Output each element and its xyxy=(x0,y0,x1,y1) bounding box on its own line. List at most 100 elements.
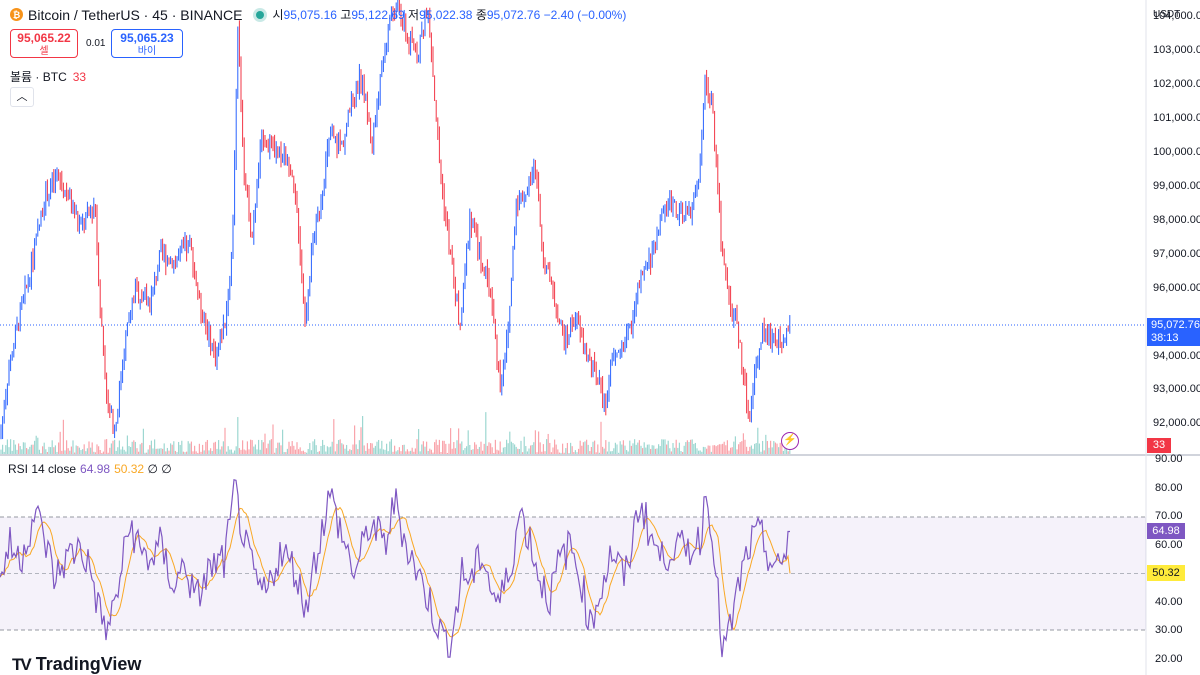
volume-bar xyxy=(491,447,493,455)
volume-bar xyxy=(709,445,711,455)
volume-bar xyxy=(530,445,532,455)
volume-bar xyxy=(155,448,157,455)
volume-bar xyxy=(485,412,487,455)
volume-bar xyxy=(10,439,12,455)
volume-bar xyxy=(475,444,477,455)
volume-bar xyxy=(142,428,144,455)
volume-bar xyxy=(19,446,21,455)
volume-bar xyxy=(518,449,520,455)
volume-bar xyxy=(392,451,394,455)
volume-bar xyxy=(229,449,231,455)
volume-bar xyxy=(221,446,223,455)
volume-bar xyxy=(320,446,322,455)
volume-bar xyxy=(139,444,141,455)
volume-bar xyxy=(30,444,32,455)
volume-bar xyxy=(187,441,189,455)
volume-bar xyxy=(682,452,684,455)
volume-bar xyxy=(75,445,77,455)
volume-bar xyxy=(365,450,367,455)
volume-bar xyxy=(154,439,156,455)
volume-bar xyxy=(733,441,735,455)
volume-bar xyxy=(422,441,424,455)
symbol-header[interactable]: ₿ Bitcoin / TetherUS · 45 · BINANCE 시95,… xyxy=(10,6,626,23)
volume-bar xyxy=(454,448,456,455)
buy-label: 바이 xyxy=(137,46,157,57)
volume-bar xyxy=(763,450,765,455)
volume-bar xyxy=(731,447,733,455)
volume-bar xyxy=(256,449,258,455)
volume-bar xyxy=(586,439,588,455)
volume-bar xyxy=(138,451,140,455)
buy-button[interactable]: 95,065.23 바이 xyxy=(111,29,183,58)
volume-bar xyxy=(370,443,372,455)
volume-bar xyxy=(526,451,528,455)
volume-bar xyxy=(605,440,607,455)
volume-bar xyxy=(190,441,192,455)
volume-bar xyxy=(78,447,80,455)
volume-bar xyxy=(339,439,341,455)
volume-bar xyxy=(304,452,306,455)
volume-bar xyxy=(533,442,535,455)
volume-bar xyxy=(133,440,135,455)
volume-bar xyxy=(222,441,224,455)
rsi-value-tag: 64.98 xyxy=(1147,523,1185,539)
sell-label: 셀 xyxy=(39,46,49,57)
volume-bar xyxy=(451,448,453,455)
price-tick-label: 102,000.00 xyxy=(1153,77,1200,90)
volume-bar xyxy=(496,449,498,455)
sell-button[interactable]: 95,065.22 셀 xyxy=(10,29,78,58)
volume-bar xyxy=(171,444,173,455)
volume-bar xyxy=(24,442,26,455)
volume-bar xyxy=(587,444,589,455)
collapse-legend-button[interactable]: ︿ xyxy=(10,87,34,107)
volume-bar xyxy=(762,440,764,455)
volume-bar xyxy=(326,446,328,455)
volume-bar xyxy=(507,443,509,455)
volume-bar xyxy=(197,452,199,455)
volume-bar xyxy=(166,447,168,455)
volume-bar xyxy=(766,441,768,455)
volume-bar xyxy=(387,451,389,455)
volume-bar xyxy=(395,451,397,455)
volume-bar xyxy=(450,428,452,455)
volume-bar xyxy=(83,444,85,455)
price-tick-label: 99,000.00 xyxy=(1153,179,1200,192)
volume-bar xyxy=(597,444,599,455)
volume-bar xyxy=(74,452,76,455)
buy-price: 95,065.23 xyxy=(120,31,174,45)
volume-bar xyxy=(718,444,720,455)
volume-bar xyxy=(675,439,677,455)
volume-bar xyxy=(110,443,112,455)
volume-bar xyxy=(77,446,79,455)
volume-bar xyxy=(290,446,292,455)
volume-bar xyxy=(685,442,687,455)
volume-bar xyxy=(525,446,527,455)
lightning-icon[interactable]: ⚡ xyxy=(781,432,799,450)
volume-bar xyxy=(659,446,661,455)
volume-bar xyxy=(381,440,383,455)
volume-legend[interactable]: 볼륨 · BTC 33 xyxy=(10,68,86,85)
volume-bar xyxy=(403,444,405,455)
volume-bar xyxy=(349,449,351,455)
volume-bar xyxy=(269,440,271,455)
volume-bar xyxy=(622,440,624,455)
volume-bar xyxy=(210,448,212,455)
volume-bar xyxy=(42,446,44,455)
tradingview-logo[interactable]: TV TradingView xyxy=(12,654,141,675)
volume-bar xyxy=(677,447,679,455)
rsi-legend[interactable]: RSI 14 close 64.98 50.32 ∅ ∅ xyxy=(8,462,172,476)
volume-bar xyxy=(114,439,116,455)
volume-bar xyxy=(494,439,496,455)
bitcoin-icon: ₿ xyxy=(10,8,23,21)
volume-bar xyxy=(118,440,120,455)
volume-bar xyxy=(267,443,269,455)
volume-bar xyxy=(352,444,354,455)
volume-bar xyxy=(94,452,96,455)
volume-bar xyxy=(350,450,352,455)
volume-bar xyxy=(419,451,421,455)
volume-bar xyxy=(184,452,186,455)
volume-bar xyxy=(755,443,757,455)
volume-bar xyxy=(539,442,541,455)
volume-bar xyxy=(493,452,495,455)
